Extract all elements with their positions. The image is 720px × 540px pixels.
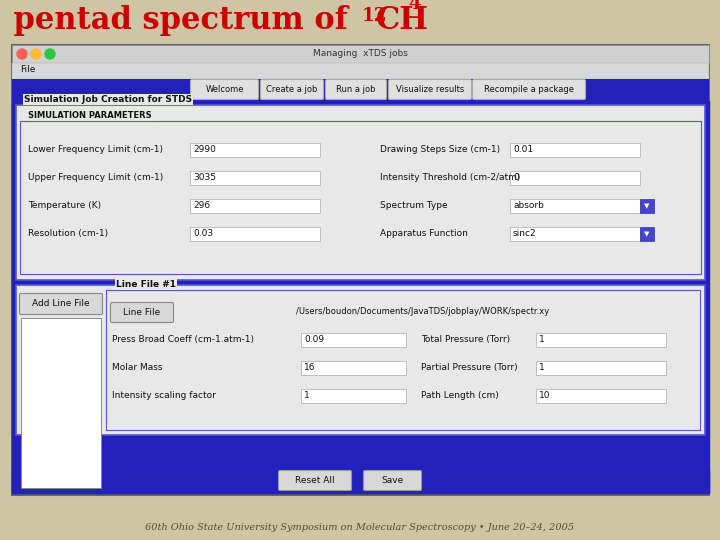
Text: Simulation Job Creation for STDS: Simulation Job Creation for STDS <box>24 95 192 104</box>
Bar <box>12 101 709 493</box>
Text: Partial Pressure (Torr): Partial Pressure (Torr) <box>421 363 518 372</box>
Text: 16: 16 <box>304 363 315 372</box>
Bar <box>640 199 654 213</box>
FancyBboxPatch shape <box>364 470 421 490</box>
Bar <box>510 227 640 241</box>
Bar <box>12 45 709 63</box>
Text: Total Pressure (Torr): Total Pressure (Torr) <box>421 335 510 344</box>
Bar <box>640 227 654 241</box>
Text: Path Length (cm): Path Length (cm) <box>421 391 499 400</box>
Text: Resolution (cm-1): Resolution (cm-1) <box>28 229 108 238</box>
Text: ▼: ▼ <box>644 203 649 209</box>
FancyBboxPatch shape <box>191 79 258 99</box>
Bar <box>301 333 406 347</box>
Bar <box>301 361 406 375</box>
Text: Save: Save <box>382 476 404 485</box>
Text: Upper Frequency Limit (cm-1): Upper Frequency Limit (cm-1) <box>28 173 163 182</box>
Text: 2990: 2990 <box>193 145 216 154</box>
Bar <box>12 469 709 493</box>
Bar <box>16 285 705 435</box>
Text: Lower Frequency Limit (cm-1): Lower Frequency Limit (cm-1) <box>28 145 163 154</box>
Bar <box>190 143 320 157</box>
Bar <box>190 199 320 213</box>
Text: Press Broad Coeff (cm-1.atm-1): Press Broad Coeff (cm-1.atm-1) <box>112 335 254 344</box>
Bar <box>20 121 701 274</box>
FancyBboxPatch shape <box>110 302 174 322</box>
FancyBboxPatch shape <box>261 79 323 99</box>
Text: Intensity scaling factor: Intensity scaling factor <box>112 391 216 400</box>
Text: Example 2: pentad spectrum of: Example 2: pentad spectrum of <box>0 5 358 36</box>
Text: absorb: absorb <box>513 201 544 210</box>
Bar <box>510 143 640 157</box>
Text: 1: 1 <box>304 391 310 400</box>
Bar <box>510 199 640 213</box>
Bar <box>536 333 666 347</box>
Bar <box>536 389 666 403</box>
FancyBboxPatch shape <box>19 294 102 314</box>
FancyBboxPatch shape <box>325 79 387 99</box>
Text: 60th Ohio State University Symposium on Molecular Spectroscopy • June 20–24, 200: 60th Ohio State University Symposium on … <box>145 523 575 532</box>
Text: 4: 4 <box>408 0 420 13</box>
FancyBboxPatch shape <box>472 79 585 99</box>
Bar <box>106 290 700 430</box>
Text: File: File <box>20 65 35 74</box>
Text: Run a job: Run a job <box>336 85 376 94</box>
Text: Intensity Threshold (cm-2/atm): Intensity Threshold (cm-2/atm) <box>380 173 521 182</box>
Text: Recompile a package: Recompile a package <box>484 85 574 94</box>
Text: Reset All: Reset All <box>295 476 335 485</box>
Bar <box>12 63 709 79</box>
Bar <box>12 79 709 101</box>
Text: 0.09: 0.09 <box>304 335 324 344</box>
Text: Spectrum Type: Spectrum Type <box>380 201 448 210</box>
Text: Temperature (K): Temperature (K) <box>28 201 101 210</box>
Circle shape <box>45 49 55 59</box>
Text: 296: 296 <box>193 201 210 210</box>
Text: Line File #1: Line File #1 <box>116 280 176 289</box>
Text: Welcome: Welcome <box>205 85 244 94</box>
Text: /Users/boudon/Documents/JavaTDS/jobplay/WORK/spectr.xy: /Users/boudon/Documents/JavaTDS/jobplay/… <box>297 307 549 316</box>
Text: Managing  xTDS jobs: Managing xTDS jobs <box>312 50 408 58</box>
Text: 0: 0 <box>513 173 518 182</box>
Circle shape <box>31 49 41 59</box>
FancyBboxPatch shape <box>279 470 351 490</box>
Text: ▼: ▼ <box>644 231 649 237</box>
Text: 3035: 3035 <box>193 173 216 182</box>
Text: sinc2: sinc2 <box>513 229 536 238</box>
Bar <box>190 171 320 185</box>
Text: Visualize results: Visualize results <box>396 85 464 94</box>
Text: 1: 1 <box>539 363 545 372</box>
Bar <box>12 45 709 495</box>
Text: Create a job: Create a job <box>266 85 318 94</box>
Text: SIMULATION PARAMETERS: SIMULATION PARAMETERS <box>28 111 152 120</box>
Text: 0.03: 0.03 <box>193 229 213 238</box>
Bar <box>510 171 640 185</box>
Circle shape <box>17 49 27 59</box>
Bar <box>16 105 705 280</box>
Bar <box>301 389 406 403</box>
Text: Line File: Line File <box>123 308 161 317</box>
Text: Drawing Steps Size (cm-1): Drawing Steps Size (cm-1) <box>380 145 500 154</box>
Bar <box>536 361 666 375</box>
Bar <box>190 227 320 241</box>
Text: CH: CH <box>376 5 429 36</box>
Text: 1: 1 <box>539 335 545 344</box>
FancyBboxPatch shape <box>389 79 472 99</box>
Text: 0.01: 0.01 <box>513 145 533 154</box>
Text: Apparatus Function: Apparatus Function <box>380 229 468 238</box>
Bar <box>21 318 101 488</box>
Text: 12: 12 <box>362 7 387 25</box>
Text: Add Line File: Add Line File <box>32 300 90 308</box>
Text: Molar Mass: Molar Mass <box>112 363 163 372</box>
Text: 10: 10 <box>539 391 551 400</box>
